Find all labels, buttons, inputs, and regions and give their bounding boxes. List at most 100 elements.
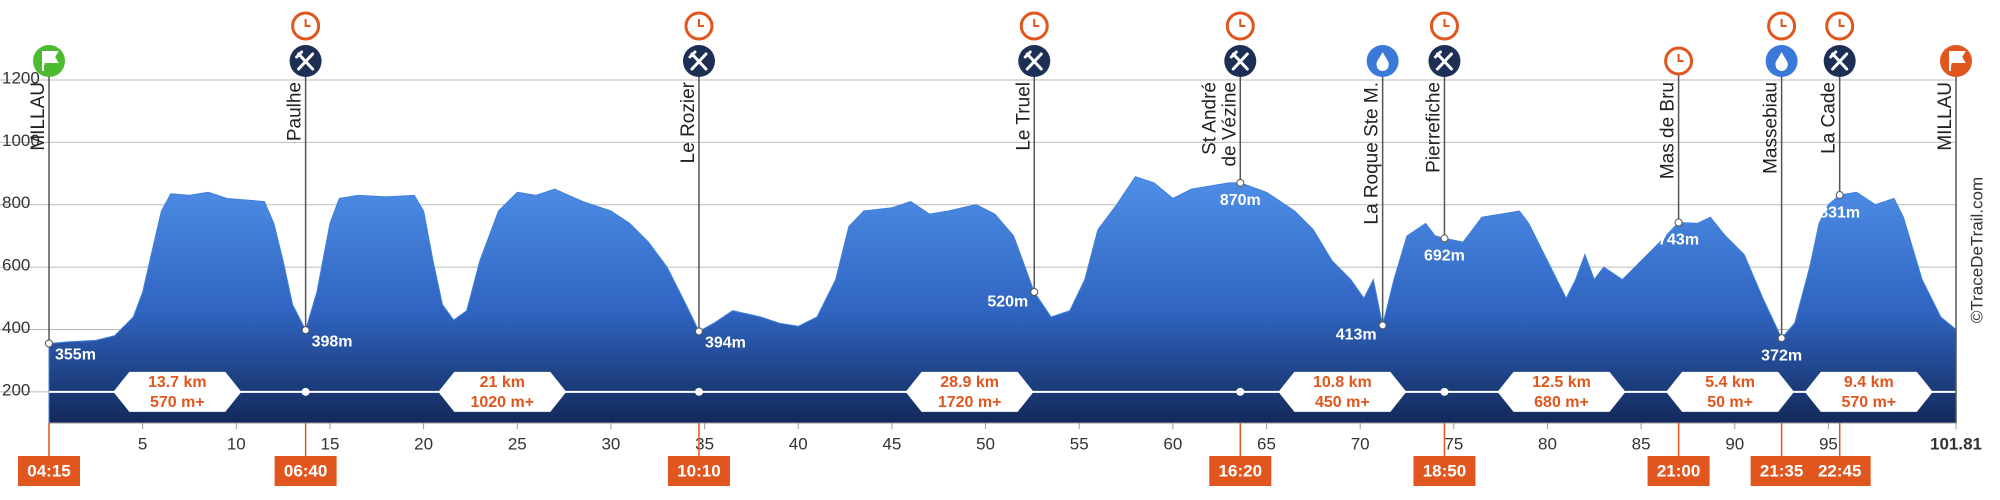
elevation-label: 520m xyxy=(987,293,1028,310)
x-tick-label: 80 xyxy=(1538,434,1557,453)
time-box xyxy=(1647,456,1710,486)
food-glyph xyxy=(1433,50,1453,71)
x-tick-label: 55 xyxy=(1070,434,1089,453)
section-gain: 680 m+ xyxy=(1534,394,1589,411)
x-tick-label: 50 xyxy=(976,434,995,453)
x-tick-label: 30 xyxy=(601,434,620,453)
time-box xyxy=(1413,456,1476,486)
y-tick-label: 400 xyxy=(2,318,30,337)
elevation-label: 355m xyxy=(55,347,96,364)
time-label: 21:35 xyxy=(1760,461,1803,480)
clock-hands xyxy=(1838,19,1845,27)
time-label: 22:45 xyxy=(1818,461,1861,480)
clock-hands xyxy=(1780,19,1787,27)
food-glyph xyxy=(295,50,315,71)
waypoint-label: Le Truel xyxy=(1013,82,1034,151)
time-box xyxy=(1750,456,1813,486)
flag-glyph xyxy=(42,51,59,71)
y-tick-label: 600 xyxy=(2,256,30,275)
water-glyph xyxy=(1376,52,1389,71)
section-distance: 5.4 km xyxy=(1705,374,1755,391)
waypoint-label: Massebiau xyxy=(1761,82,1782,174)
x-tick-label: 70 xyxy=(1351,434,1370,453)
x-tick-label: 90 xyxy=(1725,434,1744,453)
x-tick-label: 95 xyxy=(1819,434,1838,453)
time-box xyxy=(1209,456,1272,486)
time-label: 16:20 xyxy=(1219,461,1262,480)
clock-hands xyxy=(304,19,311,27)
time-label: 06:40 xyxy=(284,461,327,480)
waypoint-label: de Vézine xyxy=(1219,82,1240,167)
elevation-label: 398m xyxy=(312,333,353,350)
x-tick-label: 101.81 xyxy=(1930,434,1982,453)
waypoint-point xyxy=(1777,334,1786,343)
section-gain: 50 m+ xyxy=(1707,394,1753,411)
waypoint-label: La Roque Ste M. xyxy=(1362,82,1383,225)
watermark: ©TraceDeTrail.com xyxy=(1967,177,1986,323)
waypoint-point xyxy=(694,327,703,336)
water-glyph xyxy=(1775,52,1788,71)
waypoint-point xyxy=(1030,288,1039,297)
x-tick-label: 5 xyxy=(138,434,147,453)
section-badge xyxy=(1278,371,1407,412)
elevation-label: 692m xyxy=(1424,248,1465,265)
time-box xyxy=(667,456,730,486)
section-distance: 21 km xyxy=(480,374,525,391)
section-badge xyxy=(905,371,1034,412)
section-gain: 1020 m+ xyxy=(470,394,534,411)
waypoint-label: La Cade xyxy=(1819,82,1840,154)
section-gain: 570 m+ xyxy=(150,394,205,411)
clock-hands xyxy=(1239,19,1246,27)
elevation-label: 413m xyxy=(1336,327,1377,344)
x-tick-label: 40 xyxy=(789,434,808,453)
waypoint-label: Le Rozier xyxy=(678,81,699,163)
waypoint-point xyxy=(1236,178,1245,187)
clock-hands xyxy=(1677,54,1684,62)
section-distance: 12.5 km xyxy=(1532,374,1591,391)
waypoint-label: Mas de Bru xyxy=(1658,82,1679,179)
x-tick-label: 25 xyxy=(508,434,527,453)
section-distance: 28.9 km xyxy=(940,374,999,391)
x-tick-label: 65 xyxy=(1257,434,1276,453)
time-label: 04:15 xyxy=(27,461,70,480)
waypoint-label: St André xyxy=(1199,82,1220,155)
section-badge xyxy=(1804,371,1933,412)
elevation-label: 394m xyxy=(705,335,746,352)
time-label: 10:10 xyxy=(677,461,720,480)
food-glyph xyxy=(1829,50,1849,71)
section-dot xyxy=(301,387,310,396)
clock-hands xyxy=(1033,19,1040,27)
waypoint-label: MILLAU xyxy=(1935,82,1956,151)
x-tick-label: 85 xyxy=(1632,434,1651,453)
clock-hands xyxy=(1443,19,1450,27)
elevation-label: 372m xyxy=(1761,347,1802,364)
waypoint-point xyxy=(45,339,53,348)
section-gain: 570 m+ xyxy=(1841,394,1896,411)
food-glyph xyxy=(688,50,708,71)
section-badge xyxy=(438,371,567,412)
time-box xyxy=(274,456,337,486)
section-badge xyxy=(113,371,242,412)
section-distance: 10.8 km xyxy=(1313,374,1372,391)
waypoint-point xyxy=(1440,234,1449,243)
waypoint-point xyxy=(1378,321,1387,330)
y-tick-label: 1200 xyxy=(2,68,40,87)
section-distance: 9.4 km xyxy=(1844,374,1894,391)
waypoint-point xyxy=(1835,191,1844,200)
elevation-label: 870m xyxy=(1220,192,1261,209)
waypoint-label: MILLAU xyxy=(28,82,49,151)
section-gain: 450 m+ xyxy=(1315,394,1370,411)
section-dot xyxy=(1236,387,1245,396)
y-tick-label: 1000 xyxy=(2,131,40,150)
x-tick-label: 45 xyxy=(882,434,901,453)
flag-glyph xyxy=(1949,51,1966,71)
elevation-label: 743m xyxy=(1658,232,1699,249)
elevation-area xyxy=(48,176,1957,424)
time-label: 21:00 xyxy=(1657,461,1700,480)
section-gain: 1720 m+ xyxy=(938,394,1002,411)
x-tick-label: 15 xyxy=(321,434,340,453)
section-badge xyxy=(1666,371,1795,412)
time-box xyxy=(1808,456,1871,486)
x-tick-label: 60 xyxy=(1163,434,1182,453)
x-tick-label: 20 xyxy=(414,434,433,453)
